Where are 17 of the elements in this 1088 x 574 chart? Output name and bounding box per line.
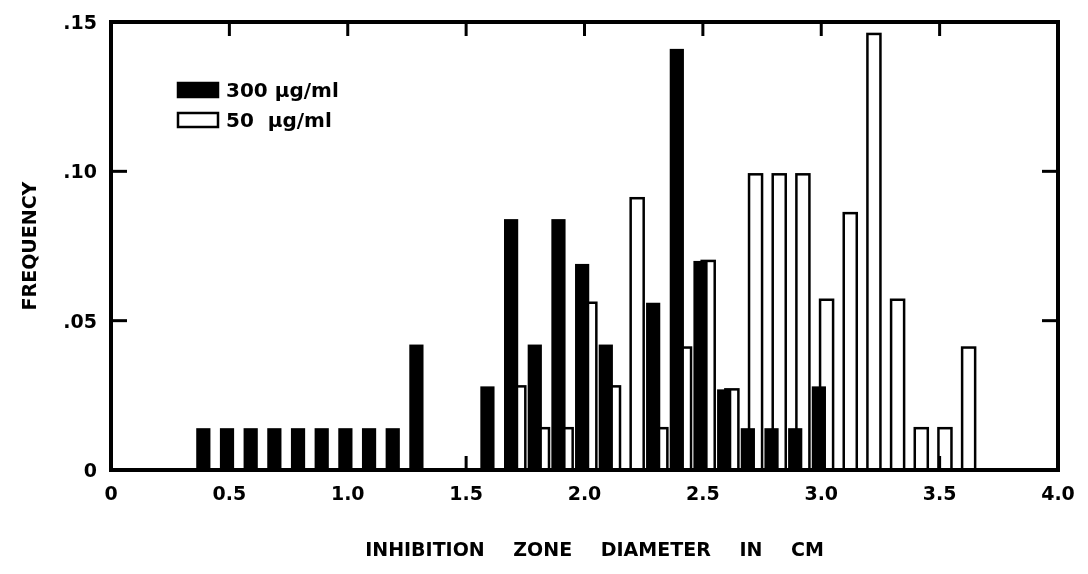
x-tick-label: 3.0 xyxy=(804,482,839,504)
x-tick-label: 4.0 xyxy=(1041,482,1075,504)
legend-label: 50 μg/ml xyxy=(226,108,332,132)
x-tick-label: 2.5 xyxy=(686,482,720,504)
x-axis-title: INHIBITION ZONE DIAMETER IN CM xyxy=(365,538,824,560)
y-tick-label: 0 xyxy=(83,459,97,481)
x-tick-label: 1.0 xyxy=(330,482,365,504)
x-tick-label: 1.5 xyxy=(449,482,483,504)
y-tick-label: .10 xyxy=(63,160,97,183)
x-tick-label: 0.5 xyxy=(212,482,247,504)
legend-label: 300 μg/ml xyxy=(226,78,339,102)
y-tick-label: .05 xyxy=(63,309,97,332)
y-tick-label: .15 xyxy=(63,11,97,33)
x-tick-label: 2.0 xyxy=(567,482,602,504)
x-tick-label: 3.5 xyxy=(922,482,957,504)
x-tick-label: 0 xyxy=(104,482,118,504)
y-axis-title: FREQUENCY xyxy=(18,181,40,311)
